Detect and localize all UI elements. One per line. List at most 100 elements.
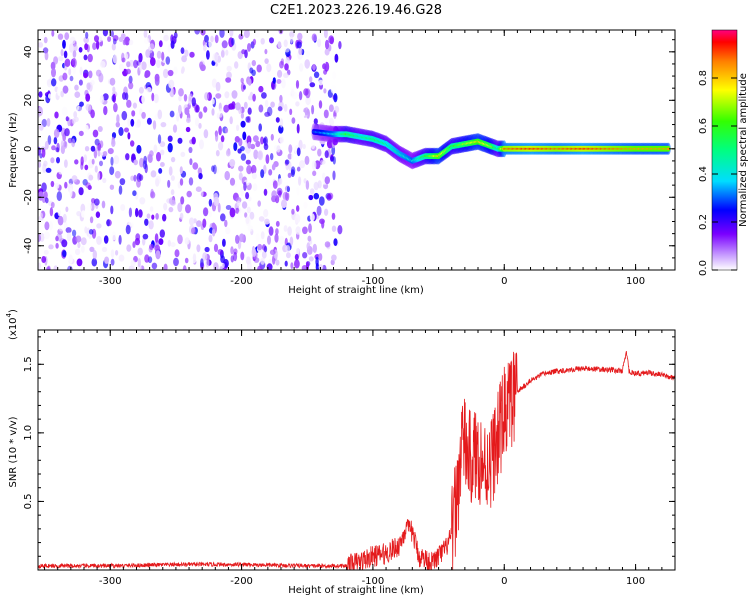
noise-speck (318, 79, 324, 86)
noise-speck (132, 102, 137, 109)
noise-speck (231, 37, 235, 46)
noise-speck (198, 172, 203, 180)
noise-speck (298, 91, 303, 101)
noise-speck (251, 247, 257, 257)
noise-speck (120, 204, 126, 211)
noise-speck (272, 77, 276, 84)
colorbar-tick-label: 0.4 (698, 166, 709, 182)
noise-speck (71, 118, 76, 125)
noise-speck (264, 99, 269, 108)
colorbar-tick-label: 0.2 (698, 214, 709, 230)
noise-speck (213, 262, 219, 270)
noise-speck (222, 238, 226, 247)
noise-speck (224, 91, 230, 99)
noise-speck (252, 93, 256, 102)
noise-speck (112, 86, 116, 93)
noise-speck (195, 186, 202, 192)
noise-speck (198, 111, 203, 119)
noise-speck (150, 170, 157, 178)
noise-speck (155, 213, 159, 220)
noise-speck (66, 232, 72, 242)
noise-speck (323, 88, 327, 94)
noise-speck (318, 100, 323, 109)
noise-speck (283, 103, 288, 112)
noise-speck (285, 245, 291, 253)
noise-speck (126, 61, 131, 68)
noise-speck (84, 146, 90, 152)
noise-speck (275, 228, 279, 235)
noise-speck (316, 205, 322, 216)
noise-speck (236, 124, 240, 131)
noise-speck (304, 155, 310, 165)
noise-speck (221, 40, 228, 49)
noise-speck (258, 104, 264, 113)
noise-speck (93, 149, 98, 159)
noise-speck (112, 38, 117, 45)
noise-speck (195, 52, 202, 61)
noise-speck (183, 94, 188, 102)
noise-speck (308, 194, 314, 201)
noise-speck (94, 35, 99, 43)
noise-speck (281, 199, 287, 209)
noise-speck (162, 68, 169, 79)
noise-speck (296, 147, 301, 157)
noise-speck (170, 156, 176, 163)
noise-speck (275, 220, 280, 227)
noise-speck (242, 131, 247, 141)
noise-speck (262, 137, 267, 144)
noise-speck (208, 198, 213, 207)
noise-speck (107, 36, 112, 42)
noise-speck (161, 51, 165, 61)
noise-speck (83, 72, 88, 79)
noise-speck (225, 77, 232, 83)
noise-speck (263, 188, 268, 196)
noise-speck (289, 236, 294, 246)
noise-speck (135, 122, 141, 129)
noise-speck (257, 243, 263, 251)
noise-speck (285, 159, 290, 165)
noise-speck (311, 160, 317, 170)
noise-speck (156, 151, 161, 162)
noise-speck (61, 106, 68, 117)
noise-speck (67, 83, 72, 91)
noise-speck (298, 139, 303, 150)
noise-speck (179, 166, 183, 174)
spectrogram-frame (37, 29, 676, 271)
noise-speck (328, 117, 335, 127)
noise-speck (125, 68, 131, 75)
noise-speck (58, 225, 65, 232)
noise-speck (200, 30, 206, 36)
noise-speck (189, 217, 195, 226)
noise-speck (145, 49, 151, 58)
noise-speck (236, 200, 241, 207)
noise-speck (305, 180, 310, 190)
noise-speck (215, 132, 219, 142)
noise-speck (271, 190, 277, 200)
noise-speck (180, 196, 185, 205)
noise-speck (288, 161, 292, 171)
noise-speck (203, 106, 208, 113)
noise-speck (287, 172, 292, 178)
noise-speck (202, 207, 209, 217)
noise-speck (315, 256, 319, 267)
noise-speck (301, 111, 305, 118)
noise-speck (219, 152, 226, 162)
noise-speck (128, 75, 133, 84)
snr-series-line (38, 350, 675, 570)
noise-speck (128, 220, 133, 227)
noise-speck (195, 104, 200, 113)
noise-speck (204, 246, 210, 253)
noise-speck (118, 254, 125, 262)
noise-speck (167, 179, 171, 188)
noise-speck (192, 253, 197, 262)
noise-speck (55, 235, 59, 242)
noise-speck (60, 145, 65, 155)
x-tick-label: -300 (99, 576, 122, 587)
noise-speck (310, 141, 316, 150)
noise-speck (50, 157, 55, 164)
noise-speck (53, 265, 58, 270)
noise-speck (43, 36, 48, 44)
noise-speck (167, 142, 173, 153)
noise-speck (113, 155, 120, 165)
noise-speck (324, 241, 331, 248)
